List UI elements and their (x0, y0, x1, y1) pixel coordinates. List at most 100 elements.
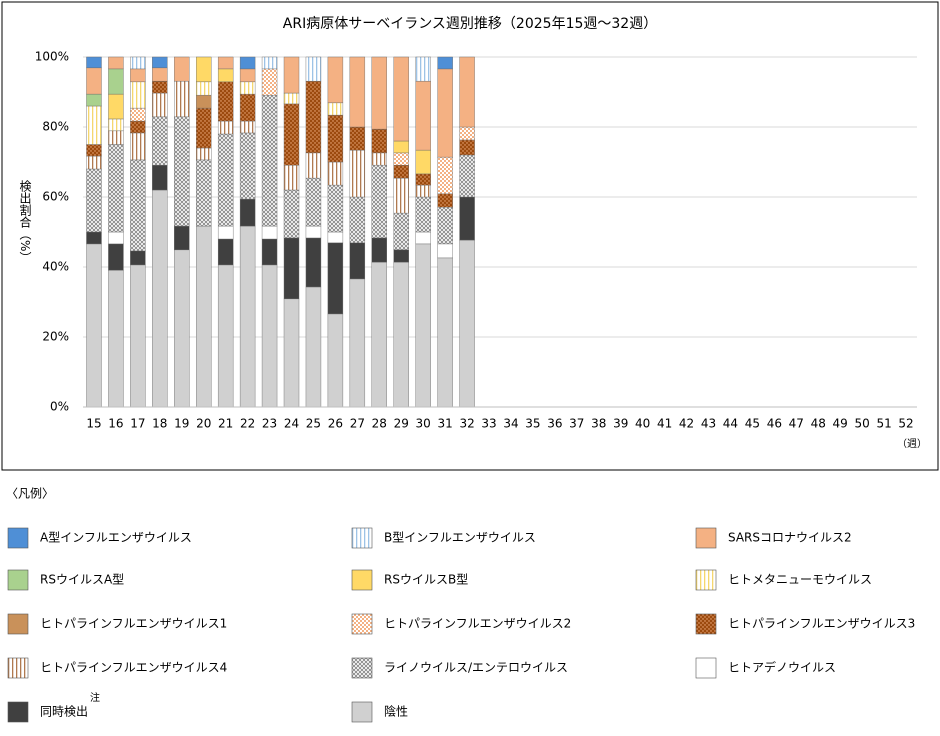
y-tick-label: 20% (42, 330, 69, 344)
bar-segment (86, 67, 102, 95)
bar-segment (196, 107, 212, 149)
bar-segment (349, 56, 366, 128)
bar-segment (86, 243, 102, 408)
bar-segment (239, 198, 256, 227)
bar-segment (459, 139, 475, 156)
x-tick-label: 20 (196, 417, 211, 431)
bar-segment (130, 250, 146, 266)
bar-segment (217, 225, 234, 240)
bar-segment (86, 168, 102, 233)
legend-label: 同時検出 (40, 705, 88, 719)
chart-title: ARI病原体サーベイランス週別推移（2025年15週～32週） (283, 16, 657, 32)
x-tick-label: 21 (218, 417, 233, 431)
x-tick-label: 46 (767, 417, 782, 431)
bar-segment (108, 130, 124, 145)
bar-segment (283, 164, 300, 191)
bar-segment (283, 103, 300, 166)
bar-segment (174, 56, 190, 82)
bar-segment (437, 206, 453, 245)
bar-segment (152, 164, 168, 191)
bar-segment (108, 56, 124, 70)
bar-segment (261, 94, 278, 227)
bar-segment (239, 93, 256, 122)
bar-segment (349, 242, 366, 280)
bar-segment (371, 128, 387, 154)
legend-label: ヒトメタニューモウイルス (728, 573, 872, 587)
x-tick-label: 30 (416, 417, 431, 431)
bar-segment (130, 264, 146, 408)
bar-segment (130, 81, 146, 109)
bar-segment (152, 189, 168, 408)
bar-segment (349, 126, 366, 151)
x-tick-label: 37 (569, 417, 584, 431)
bar-segment (305, 225, 322, 239)
bar-segment (459, 126, 475, 141)
bar-segment (437, 56, 453, 70)
bar-segment (239, 225, 256, 408)
legend-swatch (7, 569, 29, 591)
x-tick-label: 40 (635, 417, 650, 431)
bar-segment (437, 156, 453, 195)
bar-segment (437, 193, 453, 208)
bar-segment (239, 81, 256, 95)
bar-segment (217, 133, 234, 227)
legend-swatch (695, 569, 717, 591)
x-tick-label: 22 (240, 417, 255, 431)
x-unit: （週） (897, 438, 927, 450)
x-tick-label: 49 (833, 417, 848, 431)
y-tick-label: 100% (35, 50, 69, 64)
bar-segment (108, 243, 124, 271)
bar-segment (371, 164, 387, 239)
bar-segment (217, 56, 234, 70)
x-tick-label: 44 (723, 417, 738, 431)
bar-segment (305, 237, 322, 288)
bar-segment (283, 237, 300, 300)
bar-segment (415, 80, 431, 151)
x-tick-label: 48 (811, 417, 826, 431)
legend-swatch (695, 613, 717, 635)
bar-segment (217, 264, 234, 408)
bar-segment (327, 102, 344, 116)
bar-segment (349, 278, 366, 408)
bar-segment (152, 67, 168, 82)
bar-segment (393, 261, 409, 408)
bar-segment (130, 120, 146, 134)
x-tick-label: 31 (437, 417, 452, 431)
bar-segment (130, 56, 146, 70)
bar-segment (108, 144, 124, 233)
bar-segment (152, 116, 168, 166)
bar-segment (371, 261, 387, 408)
x-tick-label: 25 (306, 417, 321, 431)
bar-segment (327, 242, 344, 315)
legend-swatch (695, 527, 717, 549)
x-tick-label: 34 (503, 417, 518, 431)
bar-segment (349, 149, 366, 198)
bar-segment (393, 177, 409, 214)
bar-segment (196, 94, 212, 109)
x-tick-label: 16 (108, 417, 123, 431)
bar-segment (305, 56, 322, 82)
x-tick-label: 23 (262, 417, 277, 431)
bar-segment (86, 144, 102, 157)
bar-segment (174, 249, 190, 408)
bar-segment (415, 173, 431, 186)
legend-label: ヒトパラインフルエンザウイルス4 (40, 661, 227, 675)
legend-swatch (7, 657, 29, 679)
bar-segment (371, 56, 387, 130)
bar-segment (415, 56, 431, 82)
bar-segment (415, 231, 431, 245)
bar-segment (371, 152, 387, 166)
x-tick-label: 28 (372, 417, 387, 431)
bar-segment (86, 56, 102, 69)
bar-segment (393, 140, 409, 154)
x-tick-label: 26 (328, 417, 343, 431)
bar-segment (327, 161, 344, 186)
bar-segment (217, 81, 234, 122)
bar-segment (196, 56, 212, 83)
bar-segment (437, 68, 453, 158)
legend-swatch (7, 527, 29, 549)
bar-segment (261, 238, 278, 266)
bar-segment (437, 257, 453, 408)
bar-segment (393, 56, 409, 142)
bar-segment (283, 92, 300, 105)
